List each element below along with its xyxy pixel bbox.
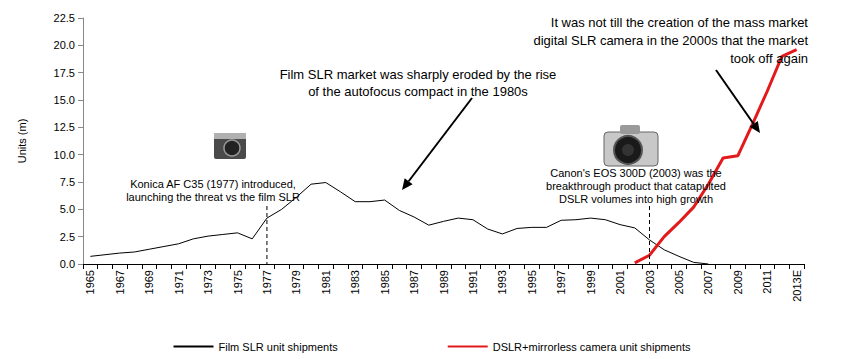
svg-text:Canon's EOS 300D (2003) was th: Canon's EOS 300D (2003) was the [550, 167, 721, 179]
svg-text:1979: 1979 [290, 270, 302, 294]
svg-text:1967: 1967 [114, 270, 126, 294]
svg-text:7.5: 7.5 [60, 176, 75, 188]
svg-text:took off again: took off again [730, 51, 808, 66]
svg-text:launching the threat vs the fi: launching the threat vs the film SLR [126, 191, 300, 203]
svg-text:breakthrough product that cata: breakthrough product that catapulted [546, 180, 726, 192]
svg-text:Film SLR market was sharply er: Film SLR market was sharply eroded by th… [280, 67, 557, 82]
svg-text:1981: 1981 [320, 270, 332, 294]
svg-text:1965: 1965 [84, 270, 96, 294]
svg-text:Units (m): Units (m) [16, 119, 28, 164]
svg-text:DSLR+mirrorless camera unit sh: DSLR+mirrorless camera unit shipments [493, 341, 691, 353]
svg-text:2.5: 2.5 [60, 231, 75, 243]
svg-text:2007: 2007 [702, 270, 714, 294]
svg-text:1987: 1987 [408, 270, 420, 294]
svg-text:0.0: 0.0 [60, 258, 75, 270]
svg-text:Konica AF C35 (1977) introduce: Konica AF C35 (1977) introduced, [130, 178, 296, 190]
svg-text:2009: 2009 [732, 270, 744, 294]
svg-text:1999: 1999 [585, 270, 597, 294]
svg-text:5.0: 5.0 [60, 203, 75, 215]
svg-text:10.0: 10.0 [54, 149, 75, 161]
svg-text:1975: 1975 [232, 270, 244, 294]
svg-text:1993: 1993 [496, 270, 508, 294]
svg-text:1977: 1977 [261, 270, 273, 294]
svg-text:1973: 1973 [202, 270, 214, 294]
svg-text:2013E: 2013E [791, 270, 803, 302]
svg-text:1983: 1983 [349, 270, 361, 294]
svg-text:22.5: 22.5 [54, 12, 75, 24]
svg-text:1995: 1995 [526, 270, 538, 294]
svg-text:Film SLR unit shipments: Film SLR unit shipments [219, 341, 339, 353]
svg-text:digital SLR camera in the 2000: digital SLR camera in the 2000s that the… [533, 33, 808, 48]
svg-text:1971: 1971 [173, 270, 185, 294]
svg-text:2011: 2011 [761, 270, 773, 294]
svg-text:17.5: 17.5 [54, 67, 75, 79]
svg-text:15.0: 15.0 [54, 94, 75, 106]
svg-text:1985: 1985 [379, 270, 391, 294]
svg-text:1991: 1991 [467, 270, 479, 294]
svg-text:2003: 2003 [644, 270, 656, 294]
svg-text:20.0: 20.0 [54, 39, 75, 51]
svg-text:DSLR volumes into high growth: DSLR volumes into high growth [559, 193, 713, 205]
svg-text:1989: 1989 [438, 270, 450, 294]
svg-text:2001: 2001 [614, 270, 626, 294]
svg-text:12.5: 12.5 [54, 121, 75, 133]
svg-text:of the autofocus compact in th: of the autofocus compact in the 1980s [308, 84, 528, 99]
svg-text:It was not till the creation o: It was not till the creation of the mass… [551, 15, 809, 30]
svg-text:1969: 1969 [143, 270, 155, 294]
svg-text:1997: 1997 [555, 270, 567, 294]
svg-text:2005: 2005 [673, 270, 685, 294]
